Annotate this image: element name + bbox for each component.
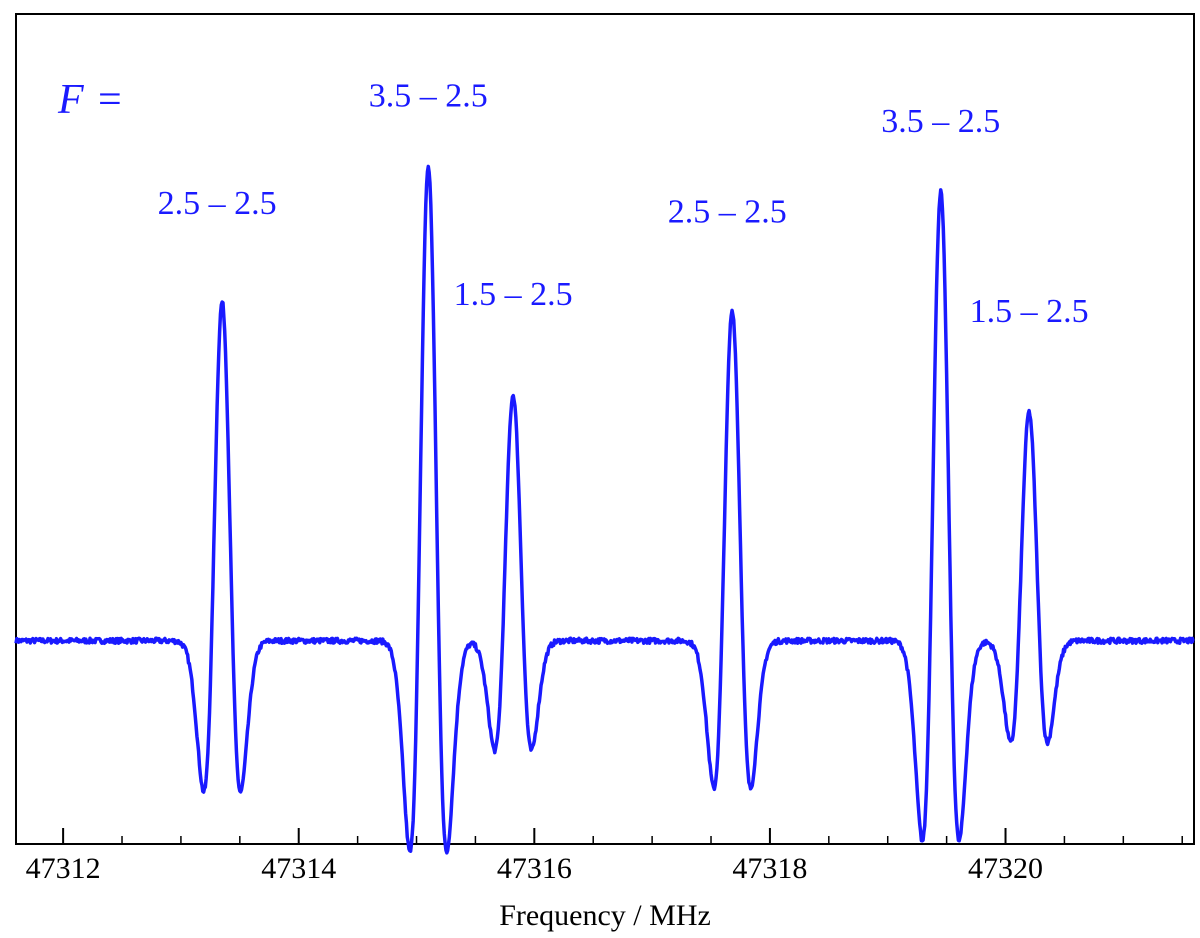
x-axis-tick-labels: 47312 47314 47316 47318 47320 bbox=[26, 852, 1043, 885]
peak-label: 3.5 – 2.5 bbox=[881, 103, 1000, 140]
peak-label: 3.5 – 2.5 bbox=[369, 77, 488, 114]
x-tick-label: 47312 bbox=[26, 852, 101, 885]
x-axis-label: Frequency / MHz bbox=[499, 899, 711, 932]
peak-annotations: 2.5 – 2.5 3.5 – 2.5 1.5 – 2.5 2.5 – 2.5 3.5 … bbox=[158, 77, 1089, 330]
x-tick-label: 47318 bbox=[732, 852, 807, 885]
peak-label: 1.5 – 2.5 bbox=[454, 276, 573, 313]
peak-label: 1.5 – 2.5 bbox=[970, 293, 1089, 330]
x-tick-label: 47320 bbox=[968, 852, 1043, 885]
peak-label: 2.5 – 2.5 bbox=[668, 193, 787, 230]
plot-frame bbox=[15, 13, 1195, 845]
f-equals: = bbox=[98, 77, 122, 123]
x-axis-ticks bbox=[62, 828, 1183, 844]
f-symbol: F bbox=[57, 77, 84, 123]
spectrum-trace bbox=[14, 164, 1195, 855]
x-tick-label: 47316 bbox=[497, 852, 572, 885]
x-tick-label: 47314 bbox=[261, 852, 336, 885]
peak-label: 2.5 – 2.5 bbox=[158, 185, 277, 222]
